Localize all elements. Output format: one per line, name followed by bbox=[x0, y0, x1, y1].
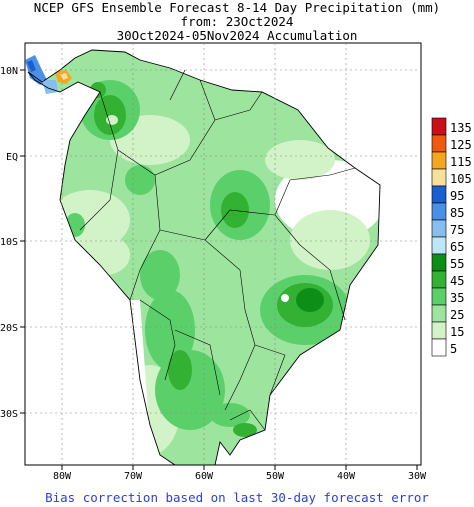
legend-swatch-5 bbox=[431, 338, 447, 357]
lat-label-10s: 10S bbox=[0, 237, 18, 248]
legend-label-25: 25 bbox=[450, 308, 464, 322]
legend-swatch-75 bbox=[431, 219, 447, 238]
coastline bbox=[27, 49, 381, 466]
lon-label-70w: 70W bbox=[124, 471, 143, 482]
legend-swatch-85 bbox=[431, 202, 447, 221]
legend-swatch-125 bbox=[431, 134, 447, 153]
forecast-init-date: from: 23Oct2024 bbox=[180, 14, 294, 29]
legend-swatch-55 bbox=[431, 253, 447, 272]
lon-label-60w: 60W bbox=[195, 471, 214, 482]
graticule bbox=[25, 43, 421, 465]
bias-correction-note: Bias correction based on last 30-day for… bbox=[45, 490, 429, 505]
map-title: NCEP GFS Ensemble Forecast 8-14 Day Prec… bbox=[33, 0, 441, 15]
legend-label-45: 45 bbox=[450, 274, 464, 288]
legend-label-105: 105 bbox=[450, 172, 472, 186]
lon-label-50w: 50W bbox=[266, 471, 285, 482]
legend-swatch-25 bbox=[431, 304, 447, 323]
lat-label-eq: EQ bbox=[6, 152, 18, 163]
lon-label-30w: 30W bbox=[408, 471, 427, 482]
legend-swatch-35 bbox=[431, 287, 447, 306]
country-borders bbox=[79, 69, 356, 431]
legend-swatch-45 bbox=[431, 270, 447, 289]
precip-legend: 135 125 115 105 95 85 75 65 55 45 35 25 15 5 bbox=[431, 117, 472, 357]
legend-swatch-115 bbox=[431, 151, 447, 170]
legend-swatch-65 bbox=[431, 236, 447, 255]
legend-label-75: 75 bbox=[450, 223, 464, 237]
lon-label-80w: 80W bbox=[53, 471, 72, 482]
lat-label-20s: 20S bbox=[0, 323, 18, 334]
legend-label-55: 55 bbox=[450, 257, 464, 271]
legend-label-35: 35 bbox=[450, 291, 464, 305]
legend-label-5: 5 bbox=[450, 342, 457, 356]
legend-label-135: 135 bbox=[450, 121, 472, 135]
legend-label-85: 85 bbox=[450, 206, 464, 220]
accumulation-period: 30Oct2024-05Nov2024 Accumulation bbox=[116, 28, 358, 43]
legend-swatch-105 bbox=[431, 168, 447, 187]
legend-swatch-15 bbox=[431, 321, 447, 340]
legend-swatch-135 bbox=[431, 117, 447, 136]
legend-label-115: 115 bbox=[450, 155, 472, 169]
legend-label-95: 95 bbox=[450, 189, 464, 203]
legend-label-125: 125 bbox=[450, 138, 472, 152]
lat-label-10n: 10N bbox=[0, 66, 18, 77]
legend-label-65: 65 bbox=[450, 240, 464, 254]
legend-label-15: 15 bbox=[450, 325, 464, 339]
lat-label-30s: 30S bbox=[0, 409, 18, 420]
legend-swatch-95 bbox=[431, 185, 447, 204]
lon-label-40w: 40W bbox=[337, 471, 356, 482]
tick-marks bbox=[20, 69, 418, 470]
